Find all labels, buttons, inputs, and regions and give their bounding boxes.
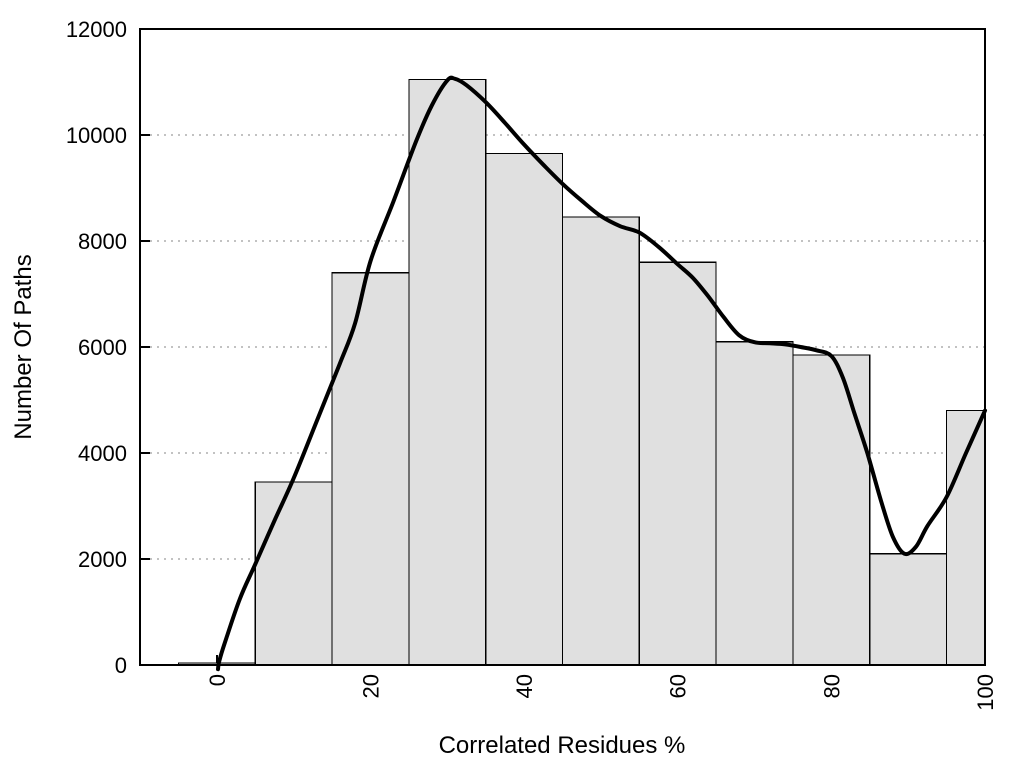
x-tick-label: 20 — [358, 674, 383, 698]
bars-layer — [177, 78, 986, 666]
curve-layer — [216, 75, 987, 672]
x-tick-label: 100 — [973, 674, 998, 711]
histogram-bar — [561, 216, 640, 666]
y-tick-label: 12000 — [66, 17, 127, 42]
y-tick-label: 10000 — [66, 123, 127, 148]
histogram-bar — [638, 261, 717, 666]
frame-layer — [139, 28, 986, 666]
y-tick-label: 8000 — [78, 229, 127, 254]
y-tick-label: 6000 — [78, 335, 127, 360]
x-tick-label: 40 — [512, 674, 537, 698]
labels-layer: 0 2000 4000 6000 8000 10000 12000 0 20 40 60 80 100 — [66, 17, 998, 711]
x-tick-label: 0 — [205, 674, 230, 686]
histogram-bar — [254, 481, 333, 666]
x-tick-label: 60 — [666, 674, 691, 698]
y-tick-label: 4000 — [78, 441, 127, 466]
histogram-bar — [715, 341, 794, 666]
plot-border — [139, 28, 986, 666]
histogram-bar — [331, 272, 410, 666]
histogram-bar — [485, 152, 564, 666]
y-tick-label: 2000 — [78, 547, 127, 572]
y-axis-title: Number Of Paths — [10, 254, 37, 439]
x-axis-title: Correlated Residues % — [439, 732, 686, 759]
x-tick-label: 80 — [819, 674, 844, 698]
y-tick-label: 0 — [115, 653, 127, 678]
histogram-bar — [869, 553, 948, 666]
trend-curve — [216, 75, 987, 672]
histogram-bar — [792, 354, 871, 666]
histogram-bar — [408, 78, 487, 666]
